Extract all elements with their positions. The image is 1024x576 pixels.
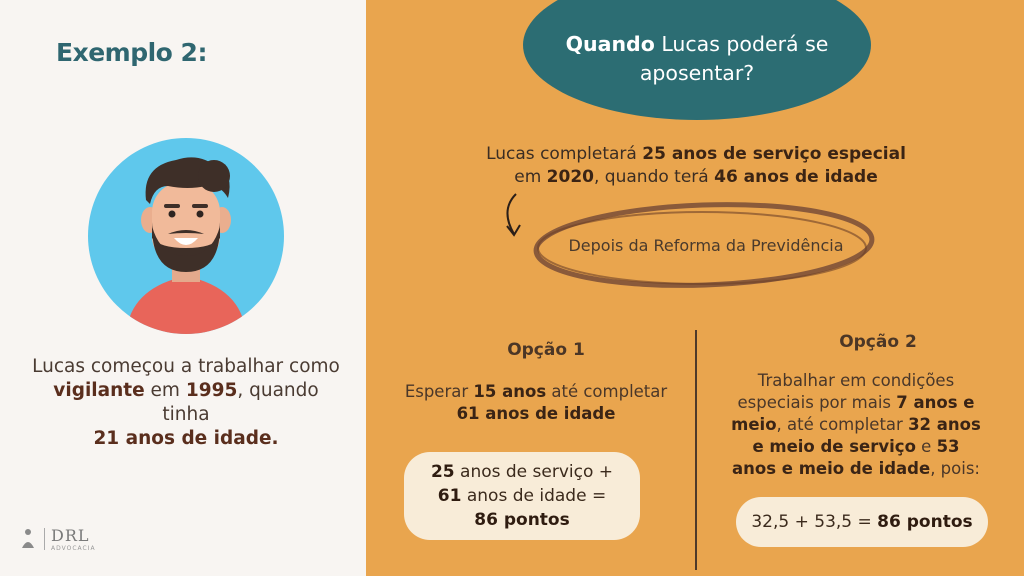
question-rest: Lucas poderá se aposentar?: [639, 32, 829, 85]
statement-part: Lucas completará: [486, 144, 643, 164]
option1-result: 25 anos de serviço + 61 anos de idade = …: [404, 452, 640, 540]
option1-body-part: até completar: [546, 382, 668, 401]
logo-subtext: ADVOCACIA: [51, 545, 96, 552]
option2-result-points: 86 pontos: [877, 512, 973, 532]
scales-logo-icon: [22, 529, 34, 548]
logo: DRL ADVOCACIA: [18, 526, 96, 552]
option1-body-part: Esperar: [404, 382, 474, 401]
option1-body: Esperar 15 anos até completar 61 anos de…: [386, 381, 686, 425]
statement-highlight-age: 46 anos de idade: [714, 167, 878, 187]
options-divider: [695, 330, 697, 570]
man-avatar-icon: [126, 157, 246, 334]
option1-highlight-years: 15 anos: [473, 382, 547, 401]
option1-highlight-age: 61 anos de idade: [456, 404, 616, 423]
option2-highlight-age: 53 anos e meio de idade: [732, 437, 960, 478]
option1-heading: Opção 1: [507, 340, 585, 360]
option2-highlight-years: 7 anos e meio: [731, 393, 975, 434]
option2-heading: Opção 2: [839, 332, 917, 352]
intro-text-part: Lucas começou a trabalhar como: [32, 356, 340, 377]
option1-result-part: anos de idade =: [461, 486, 607, 506]
option2-body-part: , pois:: [930, 459, 980, 478]
question-bold: Quando: [565, 32, 655, 56]
statement-part: em: [514, 167, 547, 187]
left-panel: Exemplo 2:: [0, 0, 366, 576]
reform-highlight-graphic: [506, 193, 875, 288]
intro-text-part: , quando tinha: [162, 380, 319, 425]
option2-body: Trabalhar em condições especiais por mai…: [728, 370, 984, 480]
option2-result: 32,5 + 53,5 = 86 pontos: [736, 497, 988, 547]
reform-label: Depois da Reforma da Previdência: [568, 236, 844, 255]
oval-ring-inner: [537, 211, 867, 285]
option1-result-age: 61: [437, 486, 462, 506]
avatar: [88, 138, 284, 334]
logo-divider: [44, 528, 45, 550]
question-text: Quando Lucas poderá se aposentar?: [523, 30, 871, 88]
right-panel: Quando Lucas poderá se aposentar? Lucas …: [366, 0, 1024, 576]
option2-highlight-service: 32 anos e meio de serviço: [752, 415, 981, 456]
question-bubble: [523, 0, 871, 120]
main-statement: Lucas completará 25 anos de serviço espe…: [466, 143, 926, 189]
option1-result-part: anos de serviço +: [454, 462, 614, 482]
option2-body-part: , até completar: [776, 415, 909, 434]
option1-result-points: 86 pontos: [474, 510, 570, 530]
option2-result-part: 32,5 + 53,5 =: [751, 512, 878, 532]
statement-highlight-service: 25 anos de serviço especial: [642, 144, 906, 164]
logo-text: DRL: [51, 526, 90, 545]
example-title: Exemplo 2:: [56, 38, 207, 67]
intro-highlight-year: 1995: [185, 380, 238, 401]
intro-text-part: em: [144, 380, 186, 401]
statement-highlight-year: 2020: [546, 167, 594, 187]
intro-highlight-role: vigilante: [53, 380, 145, 401]
option1-result-service: 25: [430, 462, 455, 482]
intro-highlight-age: 21 anos de idade.: [93, 428, 279, 449]
statement-part: , quando terá: [594, 167, 715, 187]
option2-body-part: Trabalhar em condições especiais por mai…: [737, 371, 955, 412]
intro-text: Lucas começou a trabalhar como vigilante…: [28, 355, 344, 451]
curved-arrow-icon: [506, 193, 517, 235]
arrow-head-icon: [506, 224, 521, 237]
option2-body-part: e: [915, 437, 937, 456]
